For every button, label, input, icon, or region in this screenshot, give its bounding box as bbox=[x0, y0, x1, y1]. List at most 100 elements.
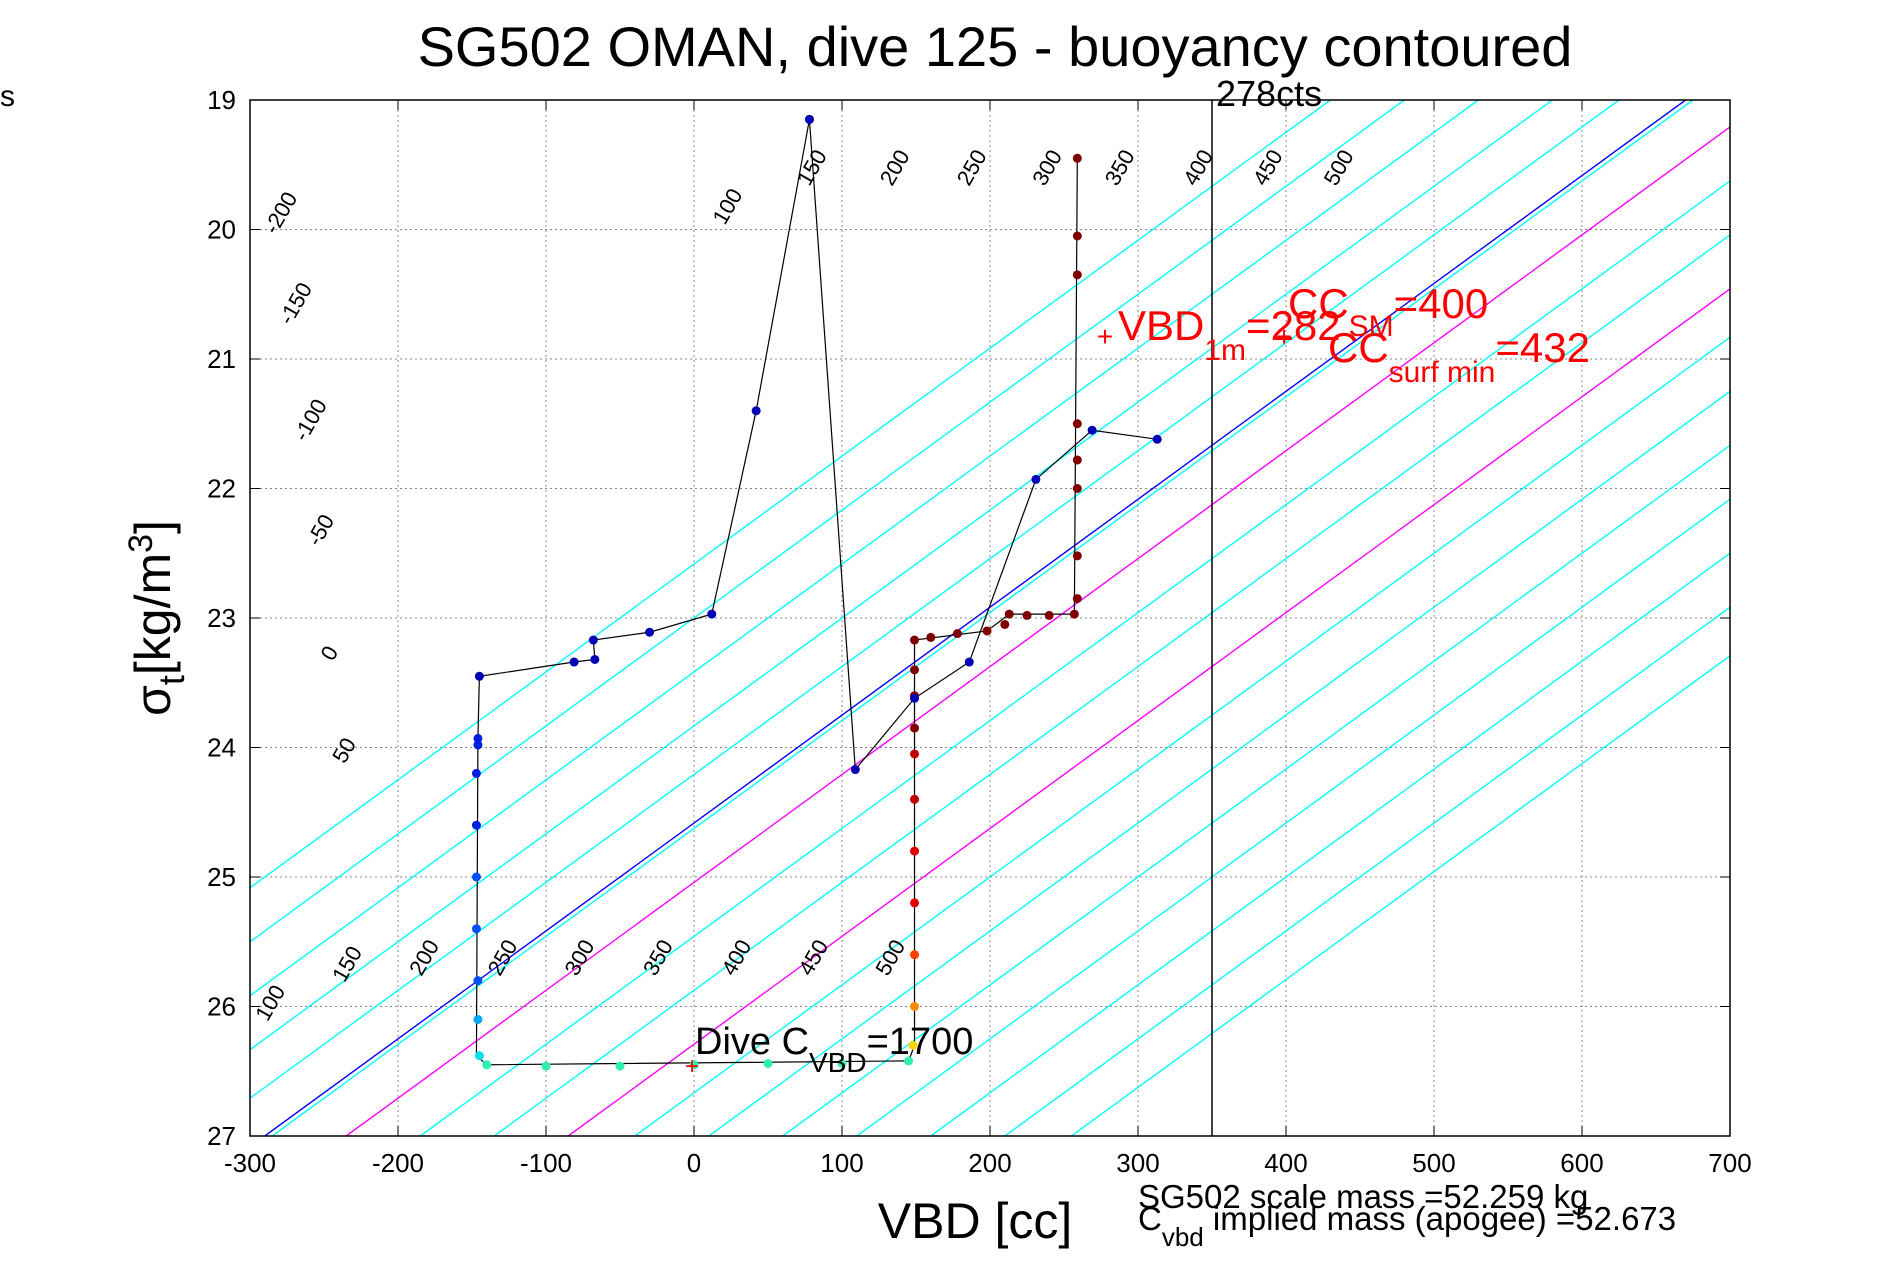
annotation-dive-c-sub: VBD bbox=[809, 1047, 867, 1078]
ascent-point bbox=[910, 723, 920, 733]
contour-label: 500 bbox=[1319, 145, 1359, 189]
descent-point bbox=[645, 627, 655, 637]
x-tick-label: -100 bbox=[520, 1148, 572, 1178]
contour-line bbox=[782, 444, 1730, 1136]
y-axis-ticks: 19 20 21 22 23 24 25 26 27 bbox=[207, 85, 1730, 1151]
buoyancy-contours bbox=[250, 100, 1730, 1136]
annotation-ccsm-main: CC bbox=[1288, 280, 1349, 327]
contour-line bbox=[567, 287, 1730, 1136]
contour-line bbox=[250, 100, 1479, 997]
descent-point bbox=[751, 406, 761, 416]
annotation-dive-c-marker: + bbox=[685, 1053, 699, 1080]
descent-point bbox=[471, 820, 481, 830]
contour-label: 100 bbox=[707, 184, 747, 228]
descent-point bbox=[473, 976, 483, 986]
ascent-point bbox=[1022, 610, 1032, 620]
y-tick-label: 21 bbox=[207, 344, 236, 374]
ascent-point bbox=[910, 635, 920, 645]
contour-label: 300 bbox=[1027, 145, 1067, 189]
contour-label: -150 bbox=[273, 278, 317, 329]
ascent-point bbox=[1004, 609, 1014, 619]
corner-label: s bbox=[0, 80, 15, 113]
implied-mass-main: C bbox=[1138, 1200, 1162, 1237]
y-tick-label: 27 bbox=[207, 1121, 236, 1151]
overlay-point bbox=[1087, 425, 1097, 435]
descent-point bbox=[569, 657, 579, 667]
y-axis-label-sub: t bbox=[151, 675, 192, 685]
y-tick-label: 22 bbox=[207, 474, 236, 504]
ascent-point bbox=[910, 950, 920, 960]
x-tick-label: 500 bbox=[1412, 1148, 1455, 1178]
contour-label: 200 bbox=[404, 935, 444, 979]
contour-label: 200 bbox=[875, 145, 915, 189]
overlay-point bbox=[850, 765, 860, 775]
contour-line bbox=[708, 390, 1730, 1136]
descent-point bbox=[588, 635, 598, 645]
contour-label: 250 bbox=[952, 145, 992, 189]
descent-point bbox=[471, 924, 481, 934]
overlay-point bbox=[910, 693, 920, 703]
annotation-ccsurf: CCsurf min=432 bbox=[1328, 324, 1590, 389]
contour-label: -100 bbox=[288, 395, 332, 446]
grid-lines bbox=[250, 100, 1730, 1136]
annotation-ccsurf-sub: surf min bbox=[1389, 356, 1496, 389]
contour-line bbox=[264, 100, 1687, 1136]
annotation-dive-c-tail: =1700 bbox=[867, 1021, 974, 1063]
contour-line bbox=[930, 552, 1730, 1136]
descent-point bbox=[707, 609, 717, 619]
annotation-vbd1m-tail: =282 bbox=[1246, 302, 1341, 349]
annotation-ccsm-tail: =400 bbox=[1394, 280, 1489, 327]
implied-mass-text: Cvbd implied mass (apogee) =52.673 bbox=[1138, 1200, 1676, 1252]
y-axis-label-close: ] bbox=[125, 520, 181, 534]
descent-point bbox=[482, 1060, 492, 1070]
annotation-vbd1m: + VBD1m=282 bbox=[1097, 302, 1341, 367]
x-tick-label: 400 bbox=[1264, 1148, 1307, 1178]
contour-label: 450 bbox=[793, 935, 833, 979]
ascent-point bbox=[910, 898, 920, 908]
contour-line bbox=[493, 234, 1730, 1136]
contour-line bbox=[250, 100, 1620, 1100]
contour-line bbox=[345, 126, 1730, 1136]
x-tick-label: -200 bbox=[372, 1148, 424, 1178]
ascent-point bbox=[1069, 609, 1079, 619]
dive-paths bbox=[475, 119, 1158, 1066]
overlay-point bbox=[1031, 474, 1041, 484]
y-tick-label: 26 bbox=[207, 992, 236, 1022]
descent-point bbox=[689, 1060, 699, 1070]
descent-point bbox=[474, 671, 484, 681]
ascent-point bbox=[1072, 484, 1082, 493]
annotation-ccsm-sub: SM bbox=[1349, 310, 1394, 343]
annotation-ccsm-marker: + bbox=[1276, 321, 1292, 352]
contour-line bbox=[250, 100, 1405, 943]
descent-point bbox=[473, 1014, 483, 1024]
contour-label: 300 bbox=[559, 935, 599, 979]
annotation-ccsurf-main: CC bbox=[1328, 324, 1389, 371]
annotation-vbd1m-sub: 1m bbox=[1204, 334, 1246, 367]
annotation-ccsurf-text: CCsurf min=432 bbox=[1328, 324, 1590, 389]
descent-point bbox=[474, 1051, 484, 1061]
y-axis-label-sup: 3 bbox=[122, 534, 160, 553]
ascent-point bbox=[910, 749, 920, 759]
ascent-point bbox=[1072, 419, 1082, 429]
ascent-point bbox=[910, 1002, 920, 1011]
ascent-point bbox=[1072, 270, 1082, 280]
descent-point bbox=[473, 733, 483, 743]
ascent-point bbox=[910, 846, 920, 856]
contour-label: 400 bbox=[716, 935, 756, 979]
implied-mass-sub: vbd bbox=[1162, 1222, 1204, 1252]
y-tick-label: 24 bbox=[207, 733, 236, 763]
contour-line bbox=[250, 100, 1553, 1051]
ascent-point bbox=[952, 629, 962, 639]
contour-label: 0 bbox=[315, 642, 343, 665]
x-tick-label: 200 bbox=[968, 1148, 1011, 1178]
x-axis-ticks: -300 -200 -100 0 100 200 300 400 500 600 700 bbox=[224, 100, 1752, 1178]
descent-point bbox=[471, 768, 481, 778]
ascent-point bbox=[926, 632, 936, 642]
scale-mass-text: SG502 scale mass =52.259 kg bbox=[1138, 1178, 1588, 1215]
descent-point bbox=[541, 1061, 551, 1071]
descent-point bbox=[904, 1056, 914, 1066]
y-tick-label: 20 bbox=[207, 215, 236, 245]
contour-label: 150 bbox=[327, 942, 367, 986]
contour-label: 50 bbox=[327, 733, 361, 767]
